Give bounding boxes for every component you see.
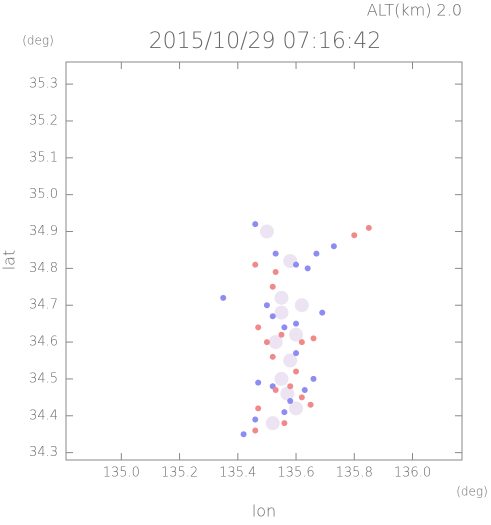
data-point xyxy=(365,224,372,231)
data-point xyxy=(351,232,358,239)
data-point xyxy=(310,375,317,382)
data-point xyxy=(255,405,262,412)
data-point xyxy=(313,250,320,257)
y-tick-label: 34.6 xyxy=(29,335,58,350)
data-point xyxy=(263,339,270,346)
data-point xyxy=(301,386,308,393)
y-tick-label: 34.9 xyxy=(29,224,58,239)
data-point xyxy=(287,383,294,390)
y-tick-label: 35.0 xyxy=(29,187,58,202)
data-point xyxy=(274,371,289,386)
data-point xyxy=(269,353,276,360)
data-point xyxy=(278,331,285,338)
y-tick-label: 35.2 xyxy=(29,113,58,128)
y-tick-label: 34.3 xyxy=(29,445,58,460)
data-point xyxy=(274,305,289,320)
data-point xyxy=(293,320,300,327)
data-point xyxy=(220,294,227,301)
x-unit: (deg) xyxy=(456,485,488,499)
y-tick-label: 35.1 xyxy=(29,150,58,165)
y-tick-label: 34.8 xyxy=(29,261,58,276)
data-point xyxy=(252,416,259,423)
y-unit: (deg) xyxy=(22,34,54,48)
x-tick-label: 135.2 xyxy=(161,466,198,481)
y-axis-label: lat xyxy=(0,250,19,271)
data-point xyxy=(272,269,279,276)
data-point xyxy=(255,379,262,386)
data-point xyxy=(289,401,304,416)
data-point xyxy=(272,386,279,393)
data-point xyxy=(252,221,259,228)
data-point xyxy=(265,416,280,431)
data-point xyxy=(283,353,298,368)
data-point xyxy=(269,283,276,290)
data-point xyxy=(293,350,300,357)
x-tick-label: 135.8 xyxy=(336,466,373,481)
x-tick-label: 135.6 xyxy=(277,466,314,481)
data-point xyxy=(281,409,288,416)
y-tick-label: 35.3 xyxy=(29,77,58,92)
data-point xyxy=(289,327,304,342)
data-point xyxy=(298,394,305,401)
data-point xyxy=(240,431,247,438)
data-point xyxy=(330,243,337,250)
data-point xyxy=(304,265,311,272)
data-point xyxy=(268,335,283,350)
y-tick-label: 34.5 xyxy=(29,371,58,386)
data-point xyxy=(298,339,305,346)
data-point xyxy=(280,386,295,401)
data-point xyxy=(269,313,276,320)
data-point xyxy=(293,261,300,268)
data-point xyxy=(263,302,270,309)
chart-title: 2015/10/29 07:16:42 xyxy=(149,29,382,54)
data-point xyxy=(252,261,259,268)
data-point xyxy=(272,250,279,257)
data-point xyxy=(274,290,289,305)
data-point xyxy=(252,427,259,434)
plot-frame xyxy=(65,61,463,461)
data-point xyxy=(294,298,309,313)
y-tick-label: 34.4 xyxy=(29,408,58,423)
y-tick-label: 34.7 xyxy=(29,298,58,313)
altitude-label: ALT(km) 2.0 xyxy=(367,1,462,20)
x-tick-label: 135.4 xyxy=(219,466,256,481)
data-point xyxy=(255,324,262,331)
x-tick-label: 135.0 xyxy=(103,466,140,481)
data-point xyxy=(281,420,288,427)
data-point xyxy=(293,368,300,375)
data-point xyxy=(281,324,288,331)
data-point xyxy=(287,398,294,405)
data-point xyxy=(259,224,274,239)
data-point xyxy=(319,309,326,316)
x-tick-label: 136.0 xyxy=(394,466,431,481)
data-point xyxy=(307,401,314,408)
data-point xyxy=(310,335,317,342)
x-axis-label: lon xyxy=(252,502,276,521)
